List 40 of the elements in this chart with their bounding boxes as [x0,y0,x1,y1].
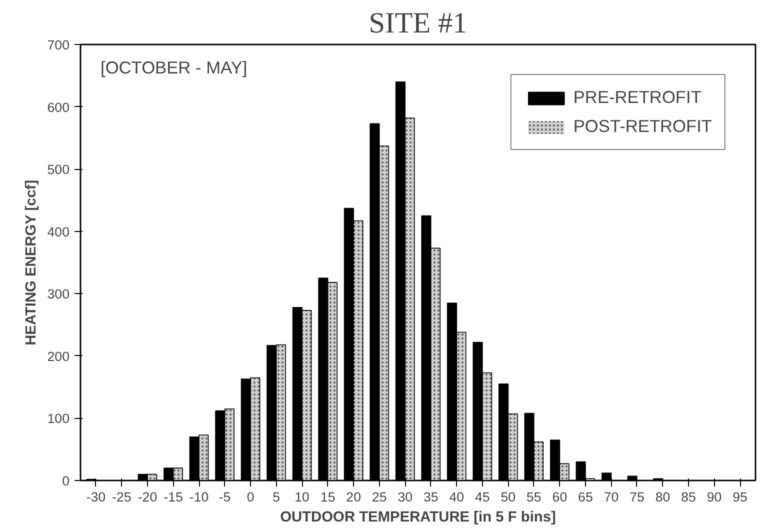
legend-label: POST-RETROFIT [573,116,712,137]
x-tick-label: -10 [189,490,209,504]
y-axis-title: HEATING ENERGY [ccf] [23,180,40,346]
x-tick-label: 45 [474,490,490,504]
x-tick-label: 30 [398,490,413,504]
y-tick-label: 100 [47,411,70,426]
annotation: [OCTOBER - MAY] [100,58,248,78]
x-tick-label: -5 [218,490,231,504]
x-tick-label: 60 [552,490,568,504]
x-tick-label: 85 [681,490,696,504]
y-tick-label: 400 [47,224,70,240]
y-tick-label: 700 [47,38,70,52]
x-tick-label: 10 [294,490,310,504]
y-tick-label: 200 [47,348,70,364]
y-tick-label: 600 [47,100,70,115]
x-tick-label: -15 [164,490,183,504]
x-axis-title: OUTDOOR TEMPERATURE [in 5 F bins] [280,510,556,526]
x-tick-label: 5 [272,490,280,504]
x-tick-label: 65 [578,490,593,504]
x-tick-label: 50 [500,490,516,504]
chart-title: SITE #1 [368,8,468,40]
x-tick-label: 80 [655,490,670,504]
legend-label: PRE-RETROFIT [573,87,702,108]
x-tick-label: 55 [526,490,542,504]
x-tick-label: 35 [423,490,438,504]
y-tick-label: 500 [47,162,70,178]
x-tick-label: 90 [706,490,722,504]
x-tick-label: 95 [732,490,748,504]
x-tick-label: 40 [449,490,464,504]
y-tick-label: 0 [62,474,70,488]
x-tick-label: -20 [138,490,158,504]
x-tick-label: -25 [112,490,132,504]
x-tick-label: 70 [604,490,619,504]
x-tick-label: 0 [246,490,254,504]
y-tick-label: 300 [47,286,70,302]
x-tick-label: 20 [346,490,362,504]
x-tick-label: 15 [320,490,336,504]
x-tick-label: -30 [86,490,106,504]
x-tick-label: 75 [630,490,644,504]
x-tick-label: 25 [372,490,387,504]
